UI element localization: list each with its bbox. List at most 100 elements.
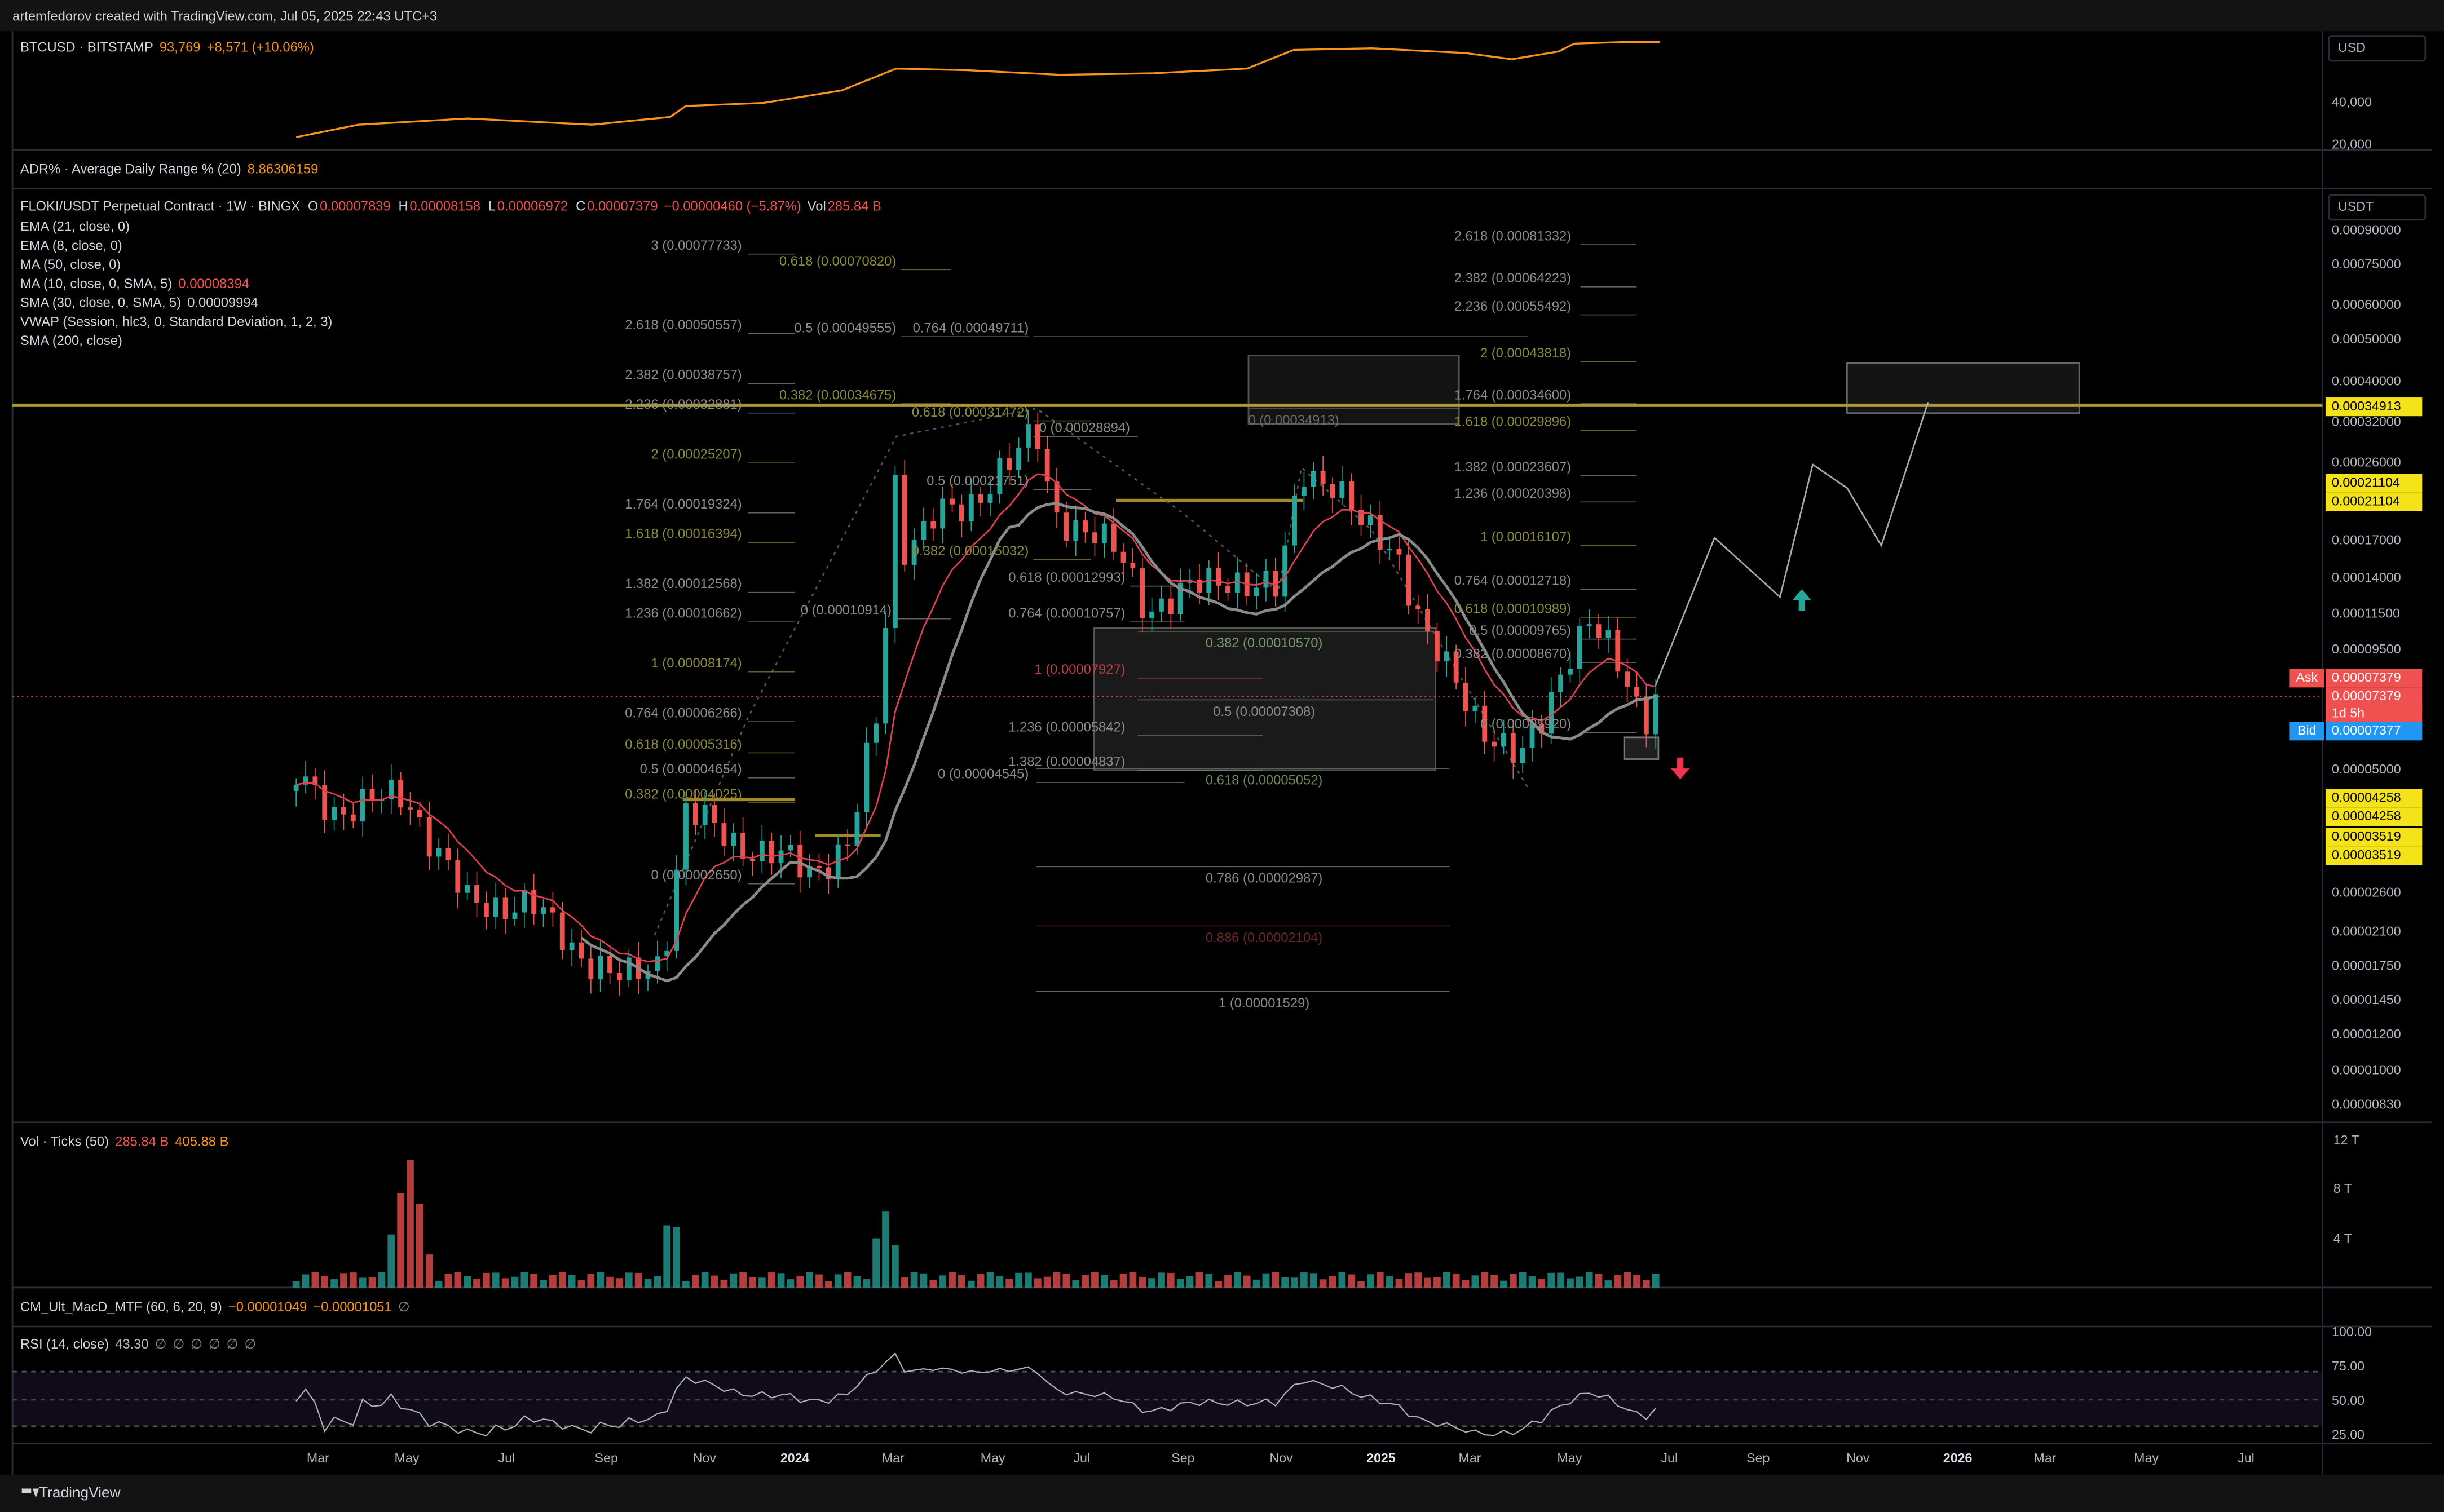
legend-part: 0.00007839 — [320, 199, 391, 214]
candle-body — [332, 807, 337, 820]
candle-body — [322, 785, 328, 820]
main-unit[interactable]: USDT — [2338, 199, 2374, 214]
candle-body — [1149, 611, 1155, 618]
candle-body — [1159, 598, 1164, 612]
candle-body — [1520, 748, 1525, 763]
rsi-line — [295, 1352, 1657, 1437]
volume-bar — [473, 1279, 480, 1288]
time-label: Jul — [1661, 1451, 1678, 1465]
fib-label: 1.236 (0.00010662) — [625, 606, 742, 621]
axis-label: 0.00017000 — [2332, 533, 2401, 547]
price-badge — [2325, 828, 2423, 847]
legend-part: 0.00007379 — [587, 199, 658, 214]
candle-body — [1130, 563, 1136, 569]
time-label: Nov — [693, 1451, 717, 1465]
unit-box[interactable] — [2328, 35, 2427, 62]
volume-bar — [1148, 1278, 1155, 1288]
candle-body — [978, 494, 983, 503]
candle-body — [1596, 624, 1602, 638]
fib-label: 0.764 (0.00010757) — [1008, 606, 1125, 621]
volume-bar — [1319, 1279, 1327, 1288]
fib-label: 0.382 (0.00008670) — [1454, 647, 1571, 662]
candle-body — [883, 628, 888, 724]
legend-part: ADR% · Average Daily Range % (20) — [20, 162, 241, 177]
legend-part: −0.00001049 — [228, 1299, 307, 1315]
volume-bar — [701, 1272, 709, 1288]
volume-bar — [929, 1280, 937, 1288]
volume-bar — [1072, 1280, 1080, 1288]
volume-bar — [1376, 1272, 1384, 1288]
candle-body — [674, 869, 680, 951]
volume-bar — [1119, 1274, 1127, 1288]
fib-label: 0.5 (0.00009765) — [1469, 623, 1571, 638]
axis-label: 0.00002100 — [2332, 924, 2401, 939]
volume-bar — [1005, 1279, 1013, 1288]
axis-label: 0.00002600 — [2332, 885, 2401, 899]
candle-body — [598, 956, 603, 980]
small-box — [1623, 736, 1660, 760]
legend-part: 405.88 B — [175, 1134, 228, 1150]
legend-part: EMA (8, close, 0) — [20, 238, 122, 254]
fib-label: 2.618 (0.00081332) — [1454, 229, 1571, 244]
btc-legend: BTCUSD · BITSTAMP 93,769 +8,571 (+10.06%) — [20, 40, 314, 55]
volume-bar — [1243, 1275, 1251, 1288]
fib-label: 0.786 (0.00002987) — [1206, 871, 1322, 886]
unit-box[interactable] — [2328, 194, 2427, 221]
volume-bar — [1186, 1276, 1194, 1288]
axis-label: 0.00040000 — [2332, 374, 2401, 388]
badge-tag-text: Bid — [2297, 723, 2317, 737]
main-legend: FLOKI/USDT Perpetual Contract · 1W · BIN… — [20, 199, 881, 214]
candle-body — [1349, 481, 1355, 510]
legend-part: 285.84 B — [828, 199, 881, 214]
fib-label: 0.5 (0.00007308) — [1213, 704, 1315, 719]
volume-bar — [825, 1281, 832, 1288]
time-label: Jul — [2238, 1451, 2255, 1465]
candle-body — [455, 860, 461, 893]
volume-bar — [340, 1273, 347, 1288]
chart-marks — [292, 244, 1660, 1437]
volume-bar — [1652, 1274, 1660, 1288]
candle-body — [1539, 724, 1545, 734]
volume-bar — [1043, 1276, 1051, 1288]
legend-part: C — [576, 199, 585, 214]
volume-bar — [597, 1272, 605, 1288]
fib-label: 0.618 (0.00070820) — [779, 254, 896, 269]
candle-body — [607, 956, 612, 973]
price-badge — [2325, 492, 2423, 511]
fib-label: 0.382 (0.00004025) — [625, 786, 742, 802]
volume-bar — [416, 1204, 423, 1288]
time-label: Mar — [1458, 1451, 1481, 1465]
candle-body — [408, 807, 413, 810]
price-badge — [2325, 687, 2423, 706]
price-badge — [2325, 722, 2423, 741]
axis-label: 50.00 — [2332, 1393, 2364, 1408]
legend-part: EMA (21, close, 0) — [20, 219, 130, 235]
candle-body — [1605, 630, 1611, 638]
candle-body — [1358, 510, 1364, 525]
candle-body — [1501, 733, 1506, 747]
legend-part: SMA (30, close, 0, SMA, 5) — [20, 295, 181, 311]
volume-bar — [577, 1280, 585, 1288]
fib-label: 0.382 (0.00010570) — [1206, 635, 1322, 651]
volume-bar — [777, 1273, 785, 1288]
fib-label: 0.382 (0.00034675) — [779, 388, 896, 403]
credit: artemfedorov created with TradingView.co… — [12, 9, 437, 24]
candle-body — [1007, 458, 1012, 470]
volume-bar — [587, 1274, 595, 1288]
legend-part: ∅ — [398, 1299, 410, 1315]
candle-body — [588, 958, 594, 980]
candle-body — [559, 912, 565, 950]
btc-unit[interactable]: USD — [2338, 40, 2366, 55]
volume-bar — [1158, 1272, 1165, 1288]
candle-body — [1425, 609, 1430, 631]
badge-text: 0.00003519 — [2332, 829, 2401, 843]
fib-label: 1.382 (0.00004837) — [1008, 754, 1125, 769]
volume-bar — [549, 1275, 557, 1288]
volume-bar — [711, 1275, 718, 1288]
indicator-legend: SMA (200, close) — [20, 333, 122, 348]
time-label: Nov — [1846, 1451, 1870, 1465]
down-arrow — [1671, 757, 1690, 780]
volume-bar — [1633, 1275, 1640, 1288]
legend-part: 0.00008394 — [178, 276, 249, 291]
badge-text: 0.00004258 — [2332, 790, 2401, 804]
